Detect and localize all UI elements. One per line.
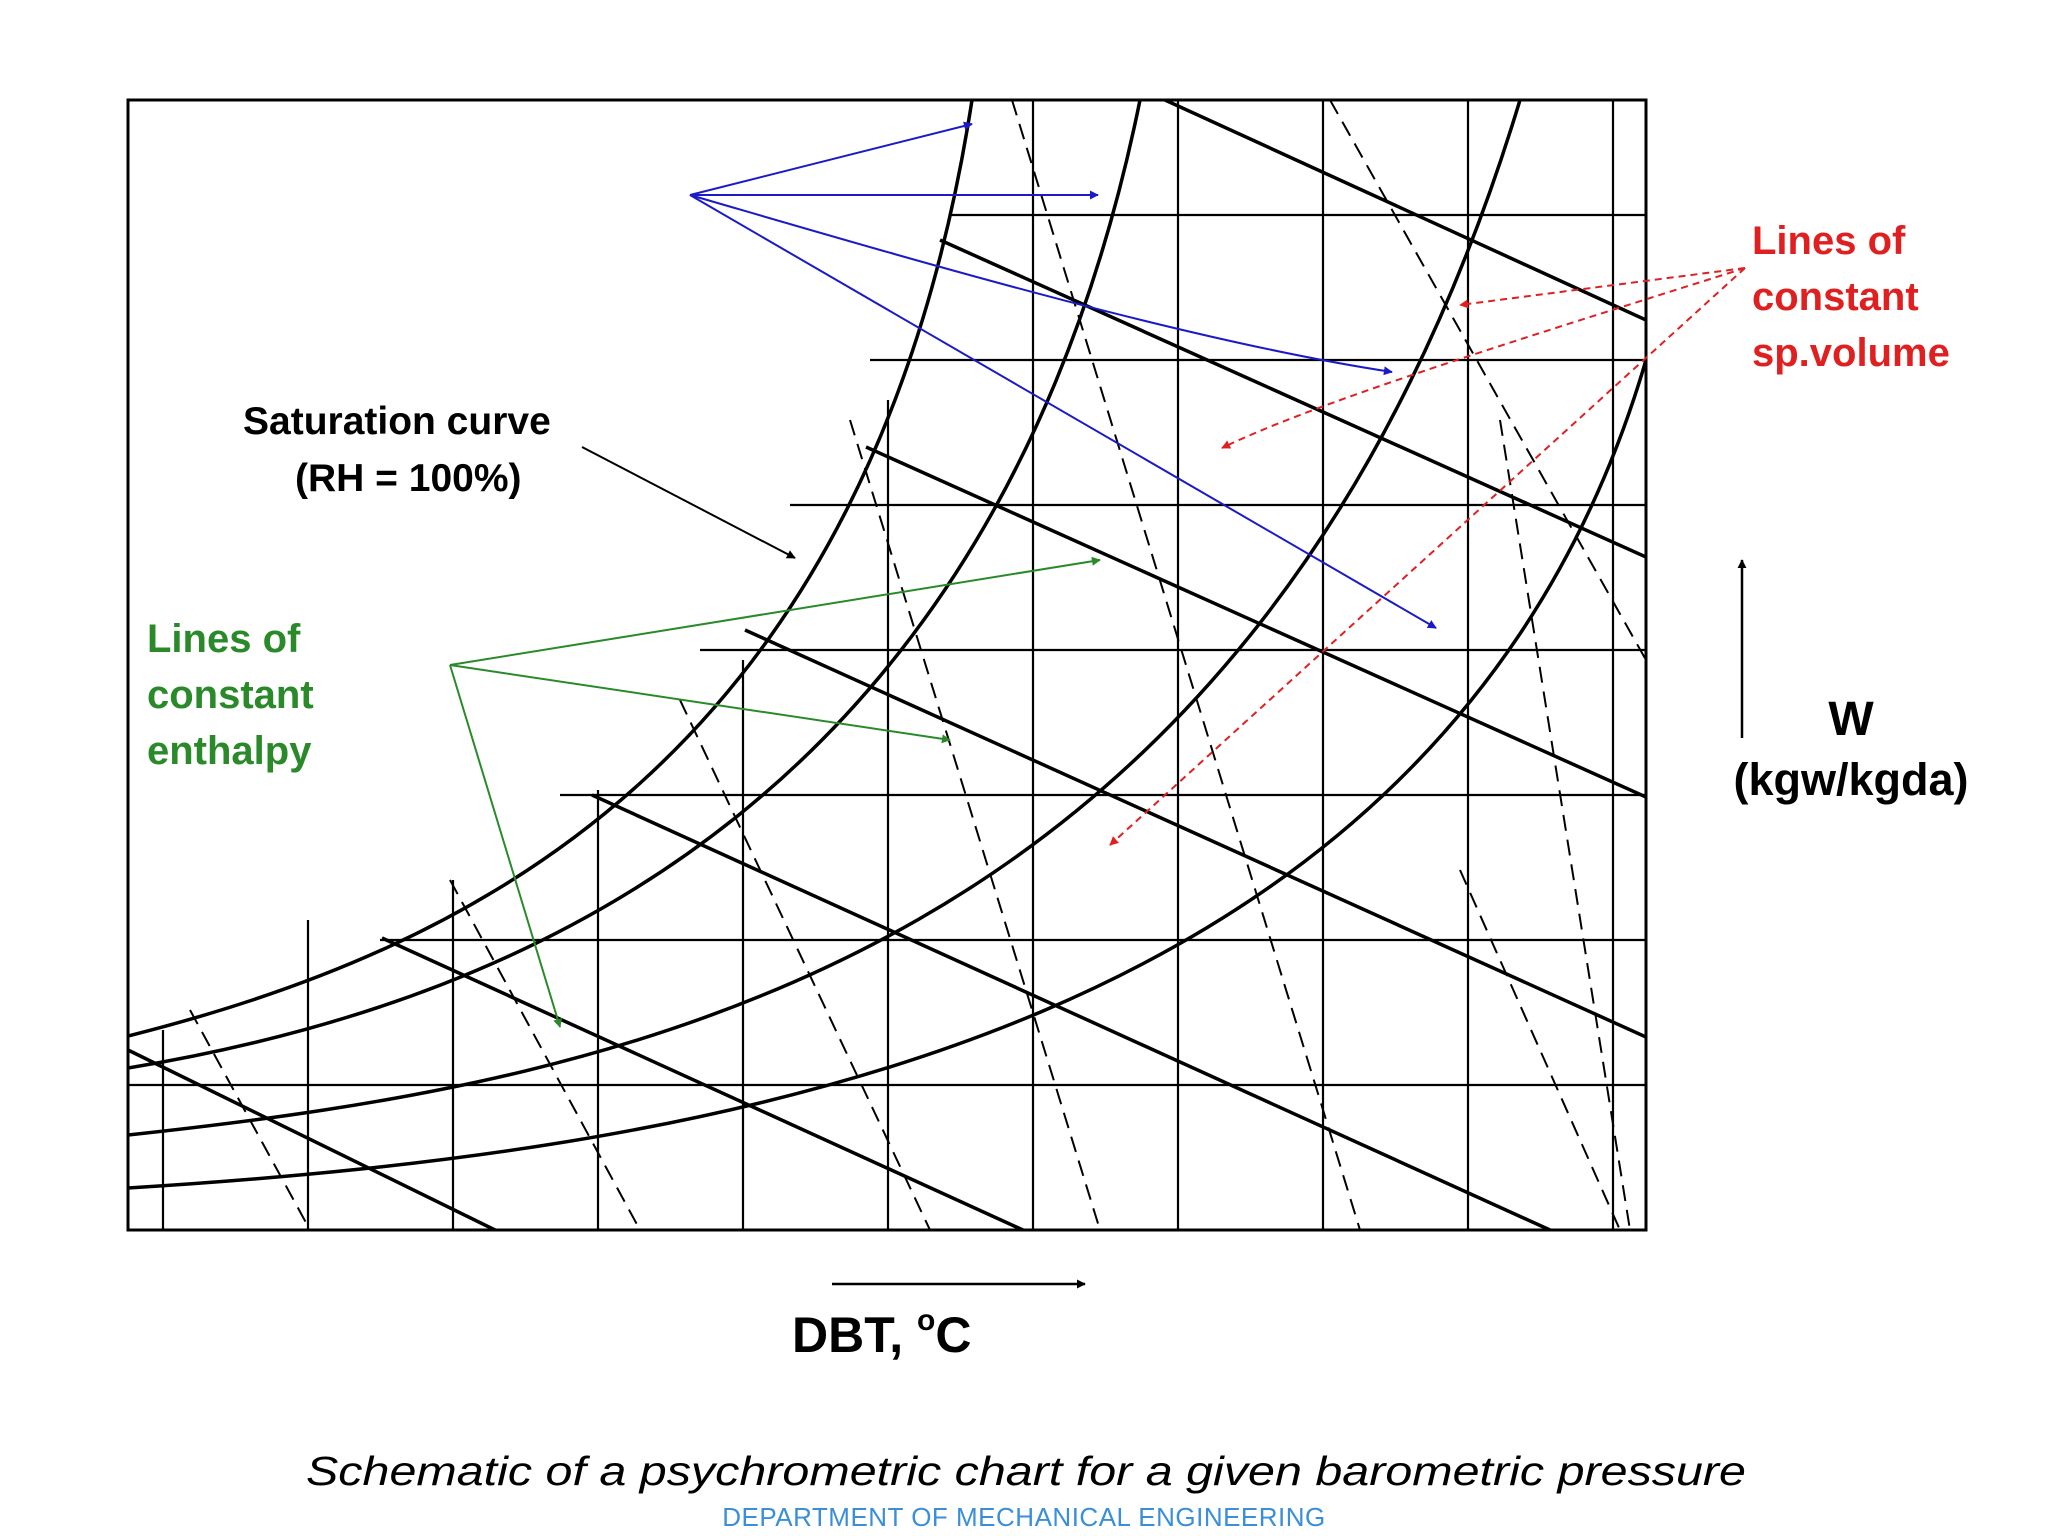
- diagram-title: Schematic of a psychrometric chart for a…: [306, 1448, 1746, 1494]
- green-arrows: [449, 556, 1101, 1028]
- enthalpy-line: [1164, 100, 1646, 322]
- volume-label-line1: Lines of: [1752, 219, 1906, 263]
- saturation-label-line1: Saturation curve: [243, 400, 551, 443]
- x-axis-unit-sup: o: [917, 1304, 935, 1337]
- sp-volume-line: [1011, 100, 1361, 1230]
- enthalpy-line: [128, 1048, 496, 1230]
- red-arrow: [1221, 267, 1746, 449]
- sp-volume-line: [1329, 100, 1646, 661]
- blue-arrow: [689, 194, 1393, 376]
- y-axis-label-line1: W: [1828, 693, 1874, 746]
- rh-curves: [128, 100, 1646, 1190]
- sp-volume-line: [679, 699, 931, 1230]
- saturation-curve: [128, 100, 974, 1038]
- saturation-pointer-arrow: [581, 446, 796, 559]
- blue-arrow: [689, 121, 973, 196]
- rh-curve: [128, 100, 1142, 1070]
- red-arrows: [1109, 267, 1746, 846]
- blue-arrow: [689, 194, 1437, 629]
- x-axis-label-text: DBT,: [792, 1307, 917, 1363]
- volume-label-line3: sp.volume: [1752, 331, 1950, 375]
- sp-volume-line: [1499, 419, 1631, 1230]
- enthalpy-line: [591, 793, 1551, 1230]
- green-arrow: [449, 664, 951, 744]
- enthalpy-label-line1: Lines of: [147, 617, 301, 661]
- enthalpy-lines: [128, 100, 1646, 1230]
- volume-label-line2: constant: [1752, 275, 1919, 319]
- enthalpy-line: [939, 238, 1646, 559]
- rh-curve: [128, 359, 1646, 1190]
- vertical-grid-lines: [161, 100, 1615, 1230]
- footer-department: DEPARTMENT OF MECHANICAL ENGINEERING: [722, 1502, 1326, 1532]
- red-arrow: [1109, 267, 1746, 846]
- sp-volume-line: [849, 419, 1101, 1230]
- saturation-label-line2: (RH = 100%): [295, 457, 522, 500]
- enthalpy-label-line2: constant: [147, 673, 314, 717]
- grid: [126, 98, 1648, 1232]
- rh-curve: [128, 100, 1522, 1137]
- enthalpy-line: [381, 936, 1024, 1230]
- sp-volume-line: [1459, 869, 1621, 1230]
- sp-volume-line: [449, 879, 641, 1230]
- blue-arrows: [689, 121, 1437, 629]
- specific-volume-lines: [189, 100, 1646, 1230]
- x-axis-label: DBT, oC: [792, 1304, 971, 1363]
- green-arrow: [449, 664, 562, 1028]
- enthalpy-label-line3: enthalpy: [147, 729, 312, 773]
- enthalpy-line: [744, 628, 1646, 1039]
- x-axis-unit: C: [935, 1307, 971, 1363]
- y-axis-label-line2: (kgw/kgda): [1733, 754, 1968, 805]
- green-arrow: [449, 556, 1101, 666]
